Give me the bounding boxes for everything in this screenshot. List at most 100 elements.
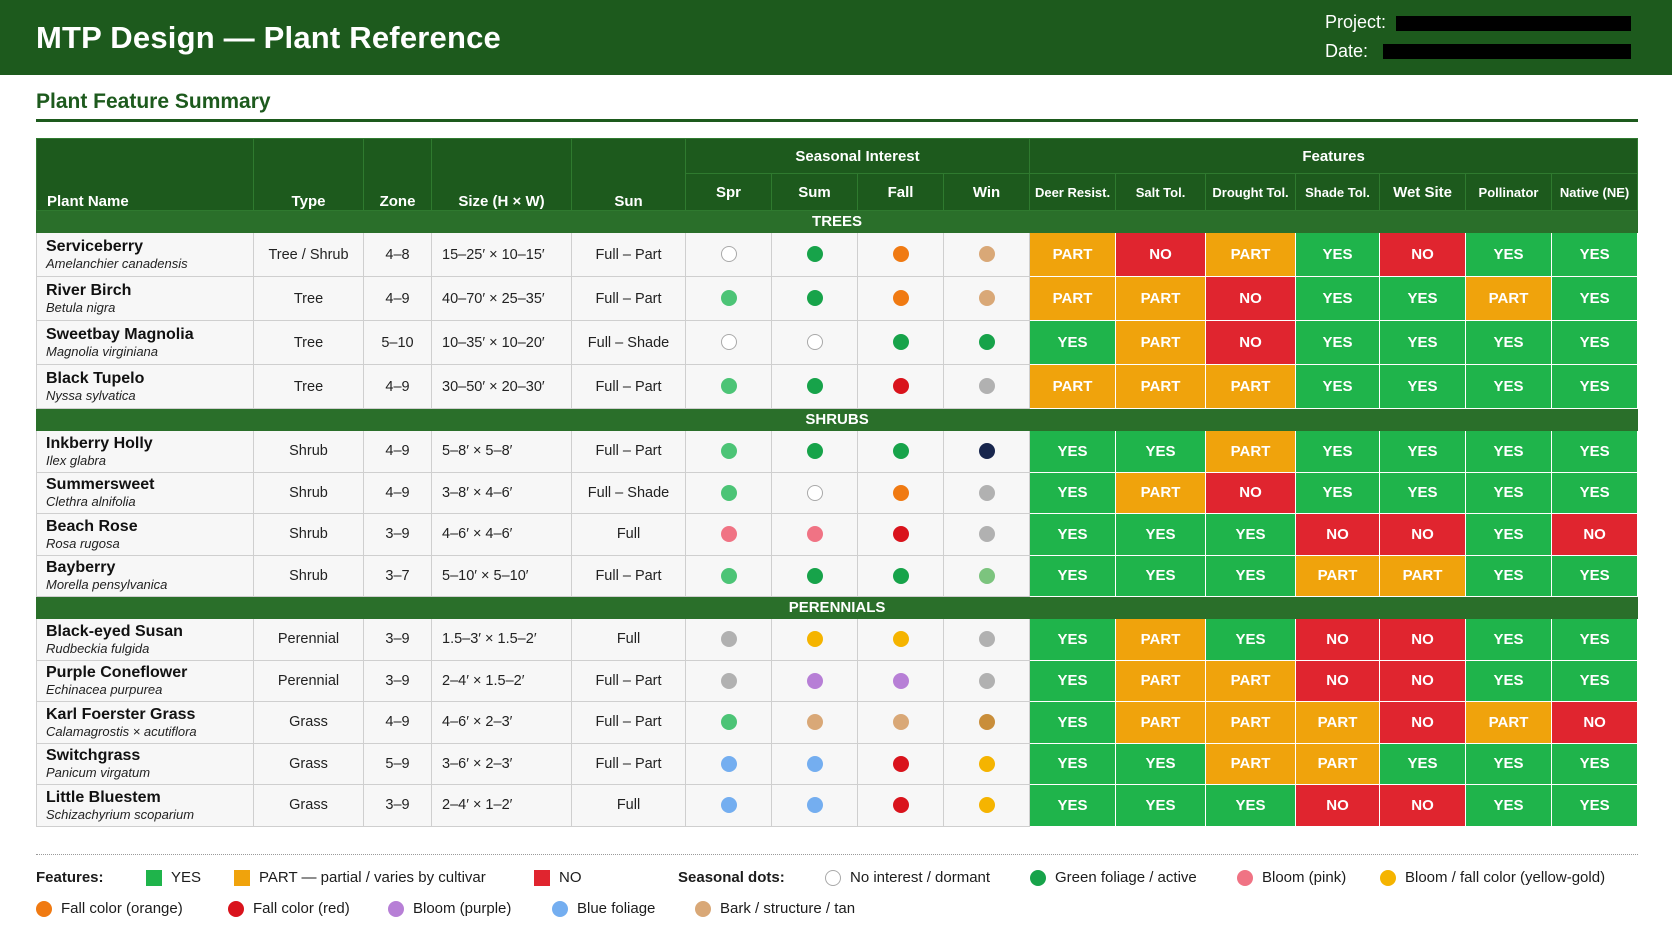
feature-badge-yes: YES: [1115, 742, 1207, 785]
feature-badge-yes: YES: [1465, 618, 1553, 661]
no-swatch: [534, 869, 550, 886]
feature-badge-yes: YES: [1029, 320, 1117, 365]
feature-badge-part: PART: [1029, 232, 1117, 277]
season-cell: [857, 701, 944, 744]
season-cell: [771, 554, 858, 597]
table-row: Switchgrass Panicum virgatum Grass 5–9 3–6′ …: [36, 742, 1639, 785]
feature-badge-yes: YES: [1465, 232, 1553, 277]
season-cell: [942, 618, 1031, 661]
plant-zone: 4–9: [363, 430, 432, 473]
season-cell: [857, 554, 944, 597]
season-cell: [685, 659, 772, 702]
plant-size: 10–35′ × 10–20′: [431, 320, 572, 365]
season-dot-navy: [978, 443, 995, 460]
feature-badge-part: PART: [1205, 430, 1297, 473]
col-feature-native-ne: Native (NE): [1551, 173, 1639, 211]
col-season-fall: Fall: [857, 173, 944, 211]
feature-badge-yes: YES: [1551, 276, 1639, 321]
plant-name-cell: Black-eyed Susan Rudbeckia fulgida: [36, 618, 254, 661]
col-feature-shade-tol: Shade Tol.: [1295, 173, 1381, 211]
empty-dot-swatch: [825, 869, 841, 886]
plant-name-cell: Purple Coneflower Echinacea purpurea: [36, 659, 254, 702]
legend-dot-blue: Blue foliage: [552, 900, 655, 917]
feature-badge-yes: YES: [1465, 554, 1553, 597]
category-row: SHRUBS: [35, 408, 1639, 431]
feature-badge-yes: YES: [1115, 430, 1207, 473]
feature-badge-part: PART: [1205, 659, 1297, 702]
season-cell: [857, 320, 944, 365]
legend-dot-text: Fall color (orange): [61, 900, 183, 917]
plant-common-name: Black-eyed Susan: [46, 622, 183, 640]
plant-sun: Full: [571, 784, 686, 827]
season-dot-empty: [806, 334, 823, 351]
feature-badge-yes: YES: [1115, 554, 1207, 597]
season-cell: [857, 364, 944, 409]
feature-badge-no: NO: [1379, 618, 1467, 661]
feature-badge-yes: YES: [1115, 513, 1207, 556]
season-cell: [942, 364, 1031, 409]
plant-latin-name: Rosa rugosa: [46, 535, 120, 551]
feature-badge-no: NO: [1379, 784, 1467, 827]
season-cell: [685, 276, 772, 321]
legend-no: NO: [534, 869, 582, 886]
plant-sun: Full – Part: [571, 701, 686, 744]
category-row: PERENNIALS: [35, 596, 1639, 619]
legend-dot-purple: Bloom (purple): [388, 900, 511, 917]
plant-name-cell: Black Tupelo Nyssa sylvatica: [36, 364, 254, 409]
season-dot-pink: [720, 526, 737, 543]
season-dot-blue: [806, 797, 823, 814]
season-dot-bronze: [978, 714, 995, 731]
legend-divider: [36, 854, 1638, 855]
season-cell: [685, 554, 772, 597]
season-cell: [942, 554, 1031, 597]
col-season-sum: Sum: [771, 173, 858, 211]
red-dot-swatch: [228, 900, 244, 917]
feature-badge-yes: YES: [1465, 742, 1553, 785]
season-dot-gray: [720, 631, 737, 648]
col-feature-salt-tol: Salt Tol.: [1115, 173, 1207, 211]
plant-type: Grass: [253, 742, 364, 785]
plant-sun: Full – Shade: [571, 320, 686, 365]
group-features: Features: [1029, 138, 1639, 174]
feature-badge-no: NO: [1379, 232, 1467, 277]
season-cell: [771, 659, 858, 702]
season-cell: [685, 232, 772, 277]
legend-dot-text: No interest / dormant: [850, 869, 991, 886]
plant-common-name: Beach Rose: [46, 517, 138, 535]
feature-badge-yes: YES: [1029, 742, 1117, 785]
plant-common-name: Summersweet: [46, 476, 155, 494]
purple-dot-swatch: [388, 900, 404, 917]
feature-badge-yes: YES: [1465, 430, 1553, 473]
legend-dot-orange: Fall color (orange): [36, 900, 183, 917]
feature-badge-yes: YES: [1295, 232, 1381, 277]
plant-reference-table: Plant Name Type Zone Size (H × W) Sun Se…: [35, 138, 1639, 827]
season-dot-lightgreen: [720, 378, 737, 395]
season-dot-lightgreen: [720, 484, 737, 501]
blue-dot-swatch: [552, 900, 568, 917]
season-cell: [771, 276, 858, 321]
feature-badge-yes: YES: [1029, 701, 1117, 744]
category-row: TREES: [35, 210, 1639, 233]
season-cell: [685, 701, 772, 744]
season-dot-yellow: [806, 631, 823, 648]
feature-badge-yes: YES: [1295, 430, 1381, 473]
category-label: TREES: [35, 210, 1639, 233]
feature-badge-yes: YES: [1379, 276, 1467, 321]
table-row: Little Bluestem Schizachyrium scoparium Gr…: [36, 784, 1639, 827]
season-dot-green: [892, 334, 909, 351]
table-row: Sweetbay Magnolia Magnolia virginiana Tree…: [36, 320, 1639, 365]
table-row: Purple Coneflower Echinacea purpurea Peren…: [36, 659, 1639, 702]
plant-zone: 4–9: [363, 364, 432, 409]
feature-badge-no: NO: [1379, 701, 1467, 744]
season-dot-green: [806, 443, 823, 460]
plant-latin-name: Calamagrostis × acutiflora: [46, 723, 197, 739]
plant-name-cell: Summersweet Clethra alnifolia: [36, 471, 254, 514]
feature-badge-part: PART: [1115, 618, 1207, 661]
legend-dot-yellow: Bloom / fall color (yellow-gold): [1380, 869, 1605, 886]
feature-badge-yes: YES: [1379, 364, 1467, 409]
feature-badge-yes: YES: [1379, 471, 1467, 514]
plant-sun: Full – Part: [571, 364, 686, 409]
season-cell: [942, 742, 1031, 785]
table-row: Serviceberry Amelanchier canadensis Tree /…: [36, 232, 1639, 277]
yes-swatch: [146, 869, 162, 886]
